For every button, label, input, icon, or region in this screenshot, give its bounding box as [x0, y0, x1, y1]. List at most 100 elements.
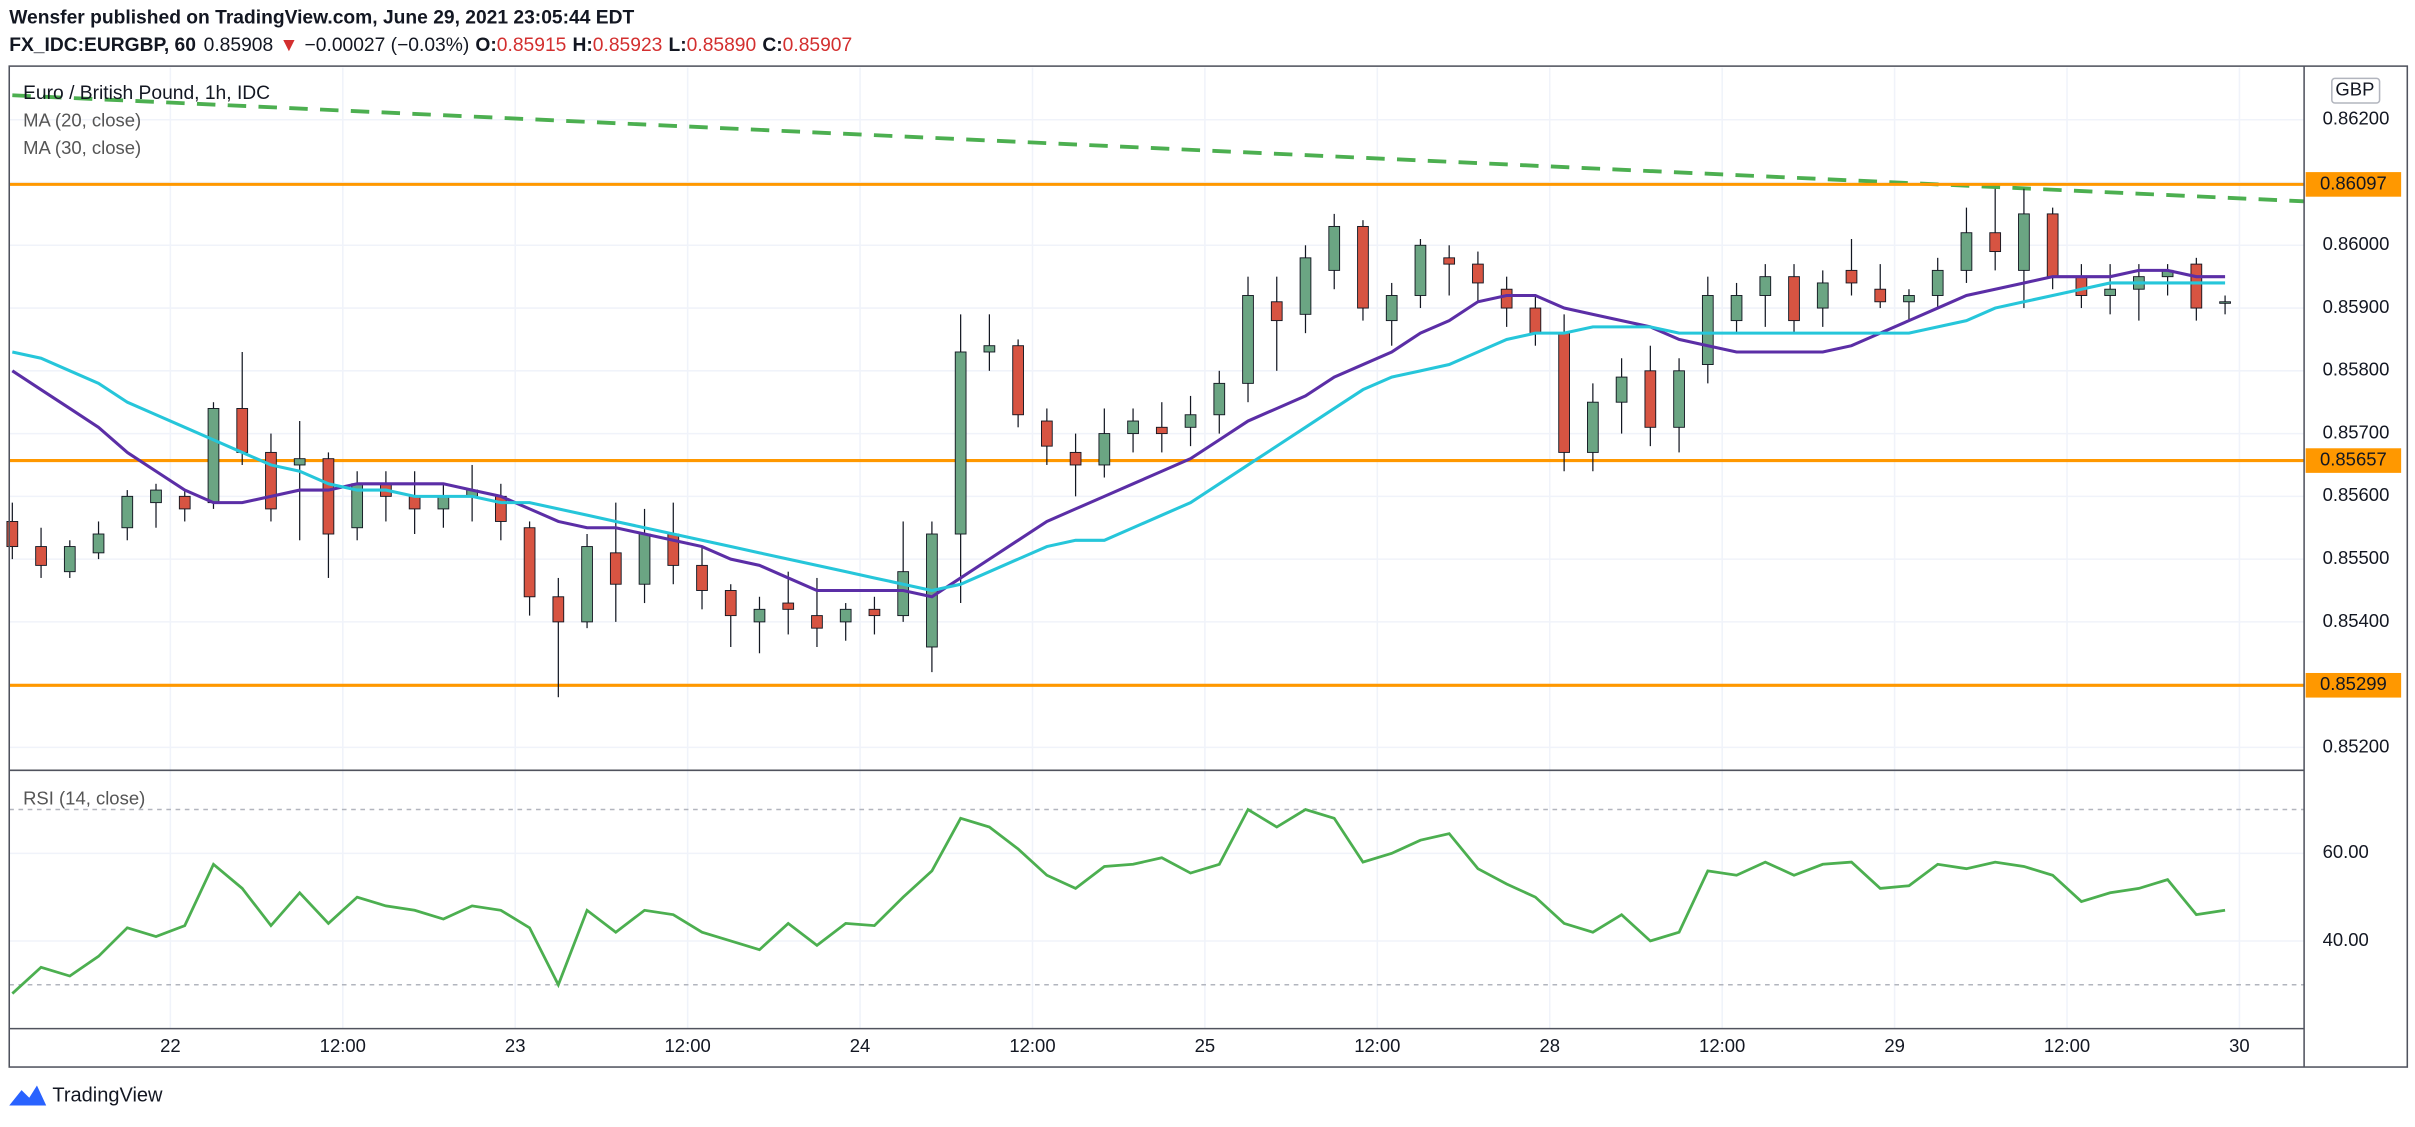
candle-body [1701, 295, 1714, 366]
change: −0.00027 (−0.03%) [305, 35, 470, 56]
symbol-title: Euro / British Pound, 1h, IDC [23, 83, 270, 104]
candle-body [983, 345, 996, 353]
moving-average [11, 281, 2226, 593]
close-label: C: [762, 35, 782, 56]
x-tick-label: 29 [1884, 1035, 1905, 1056]
chart-layer: 22 12:00 23 12:00 24 12:00 25 12:00 28 12:00 29 12:… [6, 67, 2402, 1056]
x-tick-label: 12:00 [1354, 1035, 1400, 1056]
candle-body [293, 458, 306, 466]
rsi-line [11, 807, 2226, 995]
price-label-box [2305, 172, 2402, 197]
candle-body [839, 608, 852, 623]
candle-body [6, 520, 19, 548]
candle-body [1845, 269, 1858, 284]
candle-body [1270, 301, 1283, 322]
candle-body [2219, 301, 2231, 304]
candle-body [1931, 269, 1944, 296]
y-tick-label: 0.86200 [2323, 108, 2390, 129]
last-price: 0.85908 [204, 35, 274, 56]
candle-body [2075, 276, 2088, 296]
candle-body [121, 495, 134, 529]
y-tick-label: 0.85600 [2323, 484, 2390, 505]
candle-body [408, 495, 421, 510]
candle-body [2190, 263, 2203, 309]
candle-body [1960, 232, 1973, 271]
candle-body [581, 546, 593, 623]
candle-body [1242, 295, 1254, 384]
candle-body [322, 458, 335, 535]
low-label: L: [669, 35, 687, 56]
close-value: 0.85907 [783, 35, 853, 56]
x-tick-label: 23 [505, 1035, 526, 1056]
candle-body [437, 495, 450, 510]
candle-body [1673, 370, 1685, 428]
candle-body [1184, 414, 1197, 428]
x-tick-label: 25 [1195, 1035, 1216, 1056]
candle-body [897, 571, 910, 617]
change-arrow: ▼ [279, 35, 298, 56]
x-tick-label: 30 [2229, 1035, 2250, 1056]
x-tick-label: 12:00 [1009, 1035, 1055, 1056]
candle-body [1788, 276, 1800, 322]
candle-body [1012, 345, 1024, 416]
candle-body [1213, 382, 1226, 416]
candle-body [207, 408, 220, 504]
low-value: 0.85890 [687, 35, 757, 56]
high-label: H: [573, 35, 593, 56]
candle-body [954, 351, 967, 535]
candle-body [1127, 420, 1139, 435]
candle-body [868, 608, 881, 617]
quote-line: FX_IDC:EURGBP, 60 0.85908 ▼ −0.00027 (−0.03… [9, 35, 852, 56]
candle-body [178, 495, 191, 510]
currency-box [2331, 77, 2381, 104]
legend-entry: MA (30, close) [23, 137, 141, 158]
x-tick-label: 24 [850, 1035, 871, 1056]
y-tick-label: 60.00 [2323, 841, 2369, 862]
candle-body [2104, 288, 2116, 296]
candle-body [1472, 263, 1484, 284]
x-tick-label: 12:00 [665, 1035, 711, 1056]
x-tick-label: 12:00 [1699, 1035, 1745, 1056]
candle-body [724, 590, 737, 617]
candle-body [150, 489, 162, 504]
candle-body [523, 527, 536, 598]
candle-body [811, 615, 823, 629]
price-label: 0.85657 [2320, 448, 2387, 469]
candle-body [696, 564, 708, 591]
y-tick-label: 0.85900 [2323, 296, 2390, 317]
candle-body [1357, 225, 1369, 309]
brand: TradingView [52, 1085, 163, 1107]
x-tick-label: 12:00 [320, 1035, 366, 1056]
candle-body [1155, 426, 1168, 435]
publisher-line: Wensfer published on TradingView.com, Ju… [9, 8, 634, 29]
candle-body [1644, 370, 1657, 428]
candle-body [1500, 288, 1513, 309]
candle-body [92, 533, 105, 554]
candle-body [1414, 244, 1427, 296]
symbol: FX_IDC:EURGBP, 60 [9, 35, 196, 56]
candle-body [1759, 276, 1772, 296]
moving-average [11, 268, 2226, 599]
x-tick-label: 28 [1539, 1035, 1560, 1056]
y-tick-label: 0.86000 [2323, 233, 2390, 254]
candle-body [35, 546, 47, 566]
candle-body [1874, 288, 1887, 303]
legend-entry: MA (20, close) [23, 109, 141, 130]
y-tick-label: 0.85800 [2323, 359, 2390, 380]
candle-body [265, 451, 277, 510]
candle-body [609, 552, 622, 585]
candle-body [1615, 376, 1628, 403]
candle-body [1443, 257, 1456, 265]
candle-body [236, 408, 249, 453]
y-tick-label: 0.85400 [2323, 610, 2390, 631]
price-label: 0.86097 [2320, 172, 2387, 193]
y-tick-label: 0.85200 [2323, 735, 2390, 756]
candle-body [1903, 295, 1915, 303]
open-label: O: [475, 35, 496, 56]
candle-body [2018, 213, 2030, 271]
candle-body [1098, 433, 1111, 466]
candle-body [1558, 332, 1570, 453]
candle-body [552, 596, 565, 623]
